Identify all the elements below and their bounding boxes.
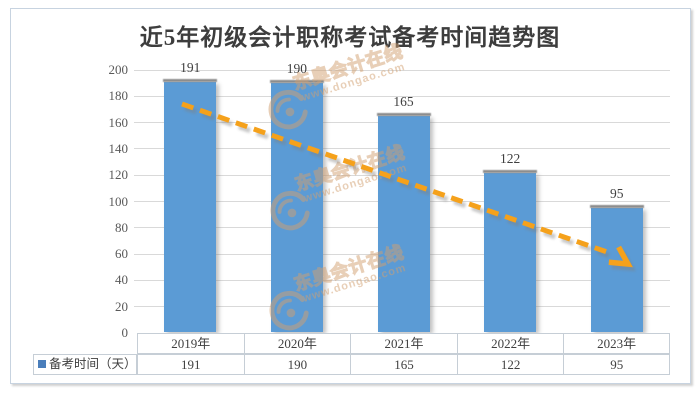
x-axis-category-cell: 2019年 [137, 333, 244, 354]
legend-label: 备考时间（天） [49, 357, 137, 371]
x-axis-category-cell: 2020年 [243, 333, 351, 354]
y-axis-tick-label: 60 [115, 246, 128, 262]
legend-cell: 备考时间（天） [33, 354, 137, 375]
table-value-cell: 165 [350, 354, 457, 375]
bar-value-label: 191 [180, 59, 201, 75]
bar-2020年 [270, 83, 323, 332]
x-axis-category-cell: 2023年 [563, 333, 670, 354]
bar-value-label: 95 [609, 186, 624, 202]
gridline [134, 95, 670, 97]
table-value-cell: 122 [456, 354, 564, 375]
y-axis-tick-label: 20 [115, 298, 128, 314]
bar-value-label: 165 [393, 94, 414, 110]
y-axis-tick-label: 80 [115, 219, 128, 235]
y-axis-tick-label: 180 [108, 88, 129, 104]
x-axis-category-cell: 2022年 [456, 333, 564, 354]
chart-title: 近5年初级会计职称考试备考时间趋势图 [139, 25, 561, 50]
x-axis-category-cell: 2021年 [350, 333, 457, 354]
bar-2021年 [377, 116, 430, 332]
table-value-cell: 191 [137, 354, 244, 375]
y-axis-tick-label: 120 [108, 167, 129, 183]
bar-2022年 [484, 172, 537, 332]
y-axis-tick-label: 100 [108, 193, 129, 209]
y-axis-tick-label: 0 [121, 325, 129, 340]
y-axis-tick-label: 160 [108, 114, 129, 130]
y-axis-tick-label: 200 [108, 62, 129, 77]
bar-2019年 [164, 81, 217, 332]
legend-marker-icon [38, 360, 46, 369]
gridline [134, 69, 670, 71]
bar-value-label: 190 [286, 61, 308, 77]
table-value-cell: 190 [243, 354, 351, 375]
bar-value-label: 122 [499, 150, 521, 166]
table-value-cell: 95 [563, 354, 670, 375]
y-axis-tick-label: 40 [115, 272, 128, 288]
y-axis-tick-label: 140 [108, 140, 129, 156]
bar-2023年 [590, 208, 643, 332]
